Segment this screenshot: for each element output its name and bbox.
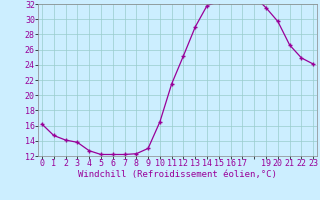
X-axis label: Windchill (Refroidissement éolien,°C): Windchill (Refroidissement éolien,°C): [78, 170, 277, 179]
